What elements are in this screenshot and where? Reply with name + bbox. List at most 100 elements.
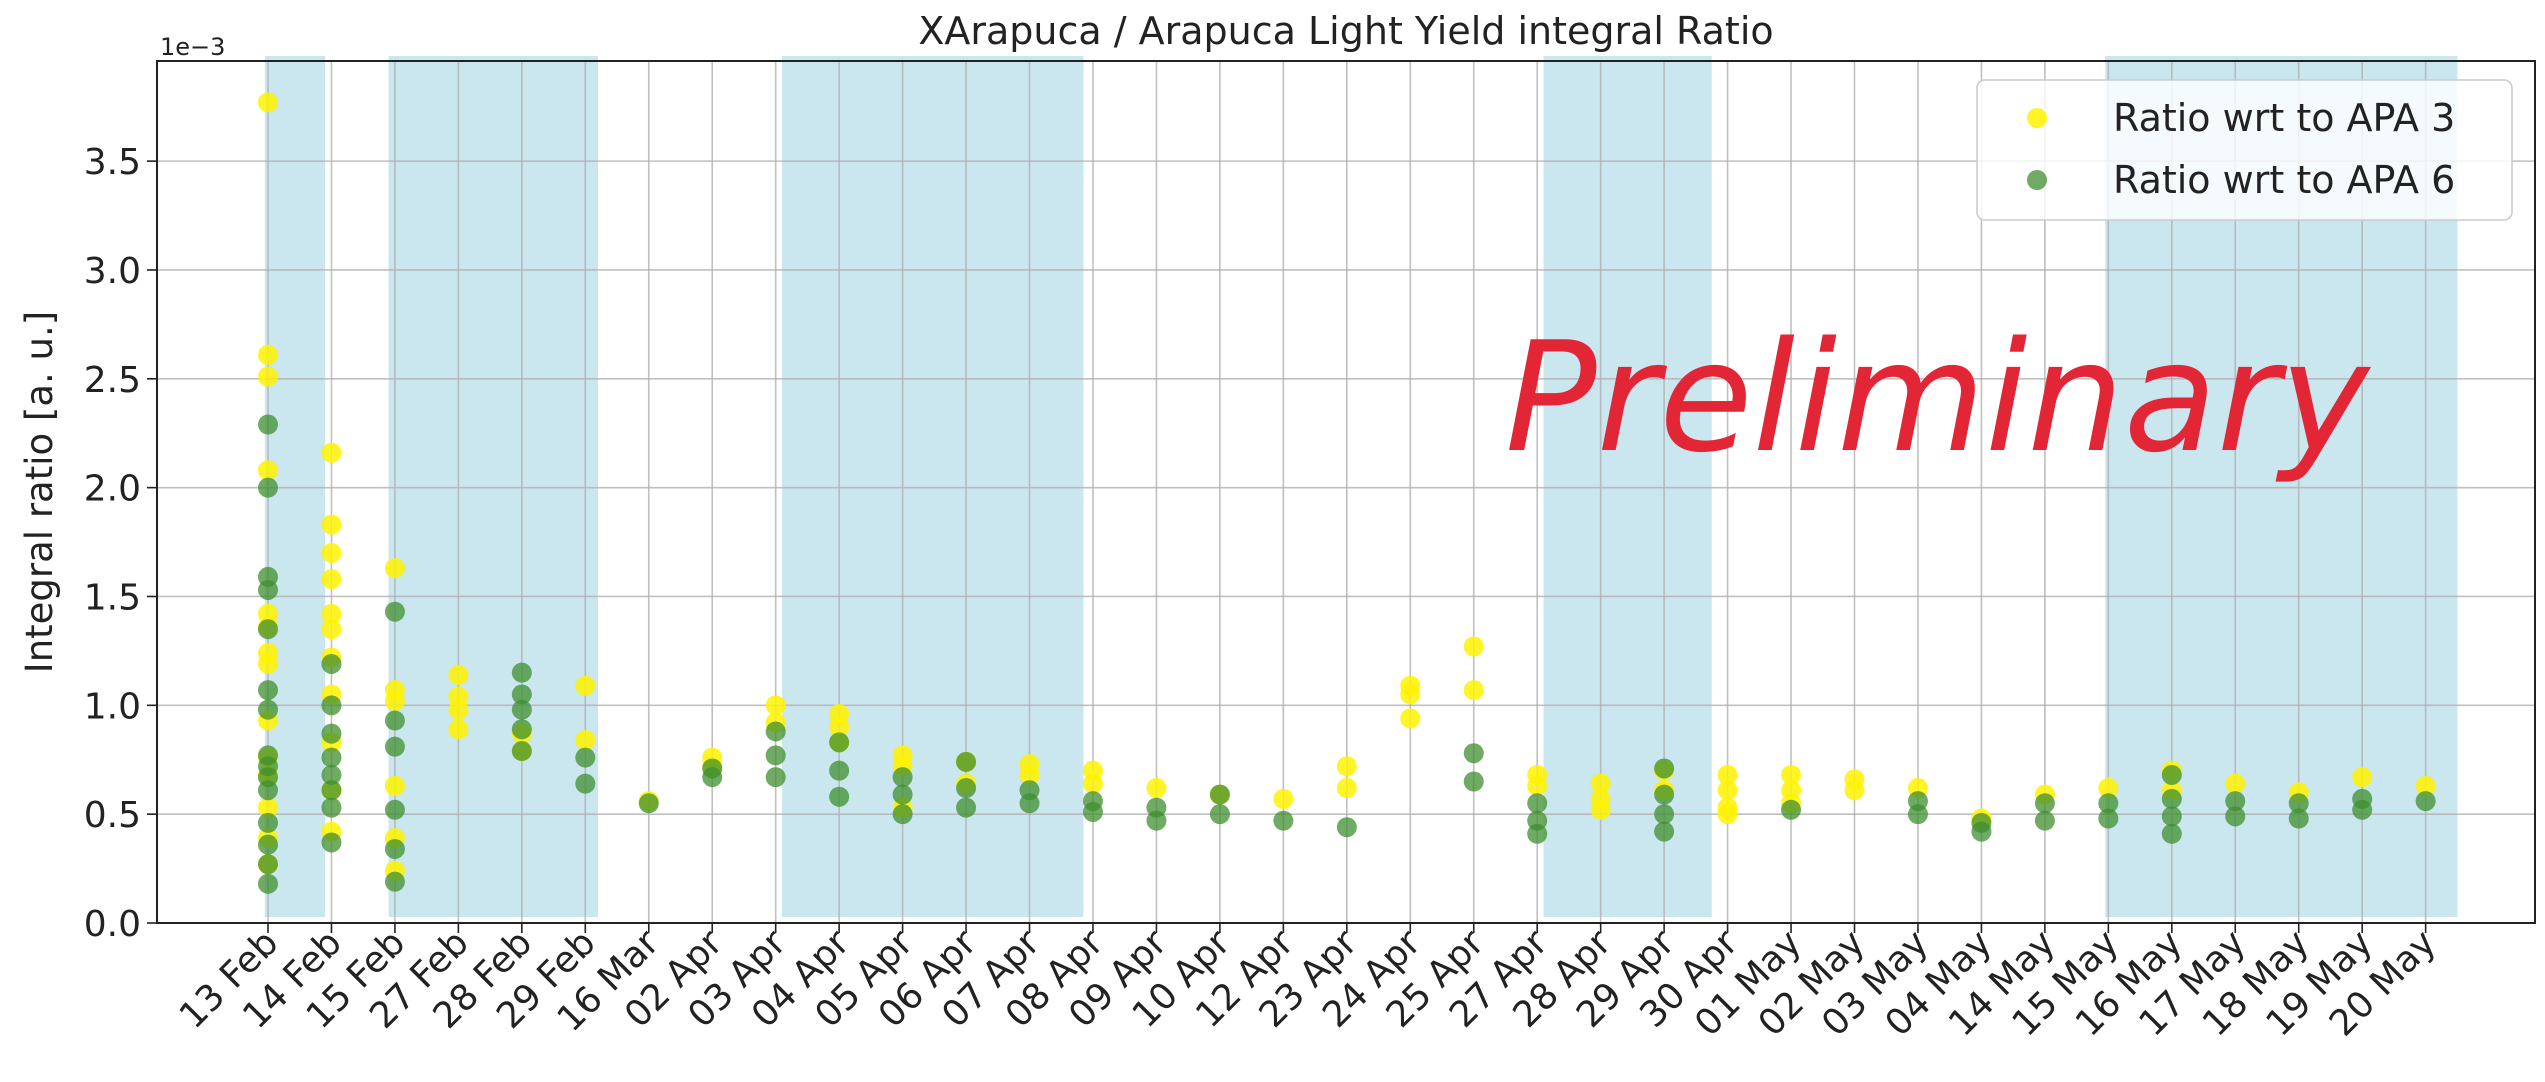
data-point bbox=[702, 767, 723, 788]
data-point bbox=[1781, 764, 1802, 785]
data-point bbox=[1336, 817, 1357, 838]
data-point bbox=[258, 653, 278, 674]
data-point bbox=[1844, 780, 1865, 801]
data-point bbox=[2288, 808, 2309, 829]
data-point bbox=[2288, 793, 2309, 814]
legend-label: Ratio wrt to APA 3 bbox=[2113, 96, 2455, 140]
data-point bbox=[1971, 821, 1992, 842]
data-point bbox=[1463, 636, 1484, 657]
data-point bbox=[258, 460, 278, 481]
data-point bbox=[829, 760, 850, 781]
data-point bbox=[2161, 823, 2182, 844]
data-point bbox=[258, 619, 278, 640]
data-point bbox=[511, 699, 532, 720]
legend-marker bbox=[2027, 170, 2047, 190]
data-point bbox=[1400, 708, 1421, 729]
data-point bbox=[765, 721, 786, 742]
data-point bbox=[829, 732, 850, 753]
data-point bbox=[258, 366, 278, 387]
data-point bbox=[511, 741, 532, 762]
data-point bbox=[258, 797, 278, 818]
data-point bbox=[2034, 810, 2055, 831]
data-point bbox=[1717, 780, 1738, 801]
y-offset-label: 1e−3 bbox=[160, 33, 225, 61]
y-tick-label: 2.0 bbox=[84, 469, 141, 510]
data-point bbox=[258, 414, 278, 435]
data-point bbox=[1717, 764, 1738, 785]
data-point bbox=[1019, 793, 1040, 814]
data-point bbox=[1336, 778, 1357, 799]
data-point bbox=[1146, 810, 1167, 831]
data-point bbox=[892, 767, 913, 788]
data-point bbox=[638, 793, 659, 814]
data-point bbox=[321, 797, 342, 818]
data-point bbox=[1654, 821, 1675, 842]
y-tick-label: 3.5 bbox=[84, 142, 141, 183]
data-point bbox=[829, 717, 850, 738]
data-point bbox=[384, 799, 405, 820]
data-point bbox=[1336, 756, 1357, 777]
data-point bbox=[1654, 804, 1675, 825]
data-point bbox=[1590, 773, 1611, 794]
data-point bbox=[2225, 773, 2246, 794]
data-point bbox=[321, 832, 342, 853]
data-point bbox=[321, 542, 342, 563]
data-point bbox=[1146, 778, 1167, 799]
data-point bbox=[1273, 788, 1294, 809]
data-point bbox=[2225, 806, 2246, 827]
data-point bbox=[321, 780, 342, 801]
data-point bbox=[511, 662, 532, 683]
data-point bbox=[2352, 799, 2373, 820]
data-point bbox=[1209, 804, 1230, 825]
legend-label: Ratio wrt to APA 6 bbox=[2113, 158, 2455, 202]
y-axis-label: Integral ratio [a. u.] bbox=[18, 311, 61, 673]
data-point bbox=[258, 680, 278, 701]
data-point bbox=[1400, 684, 1421, 705]
data-point bbox=[829, 786, 850, 807]
data-point bbox=[765, 745, 786, 766]
data-point bbox=[2415, 791, 2436, 812]
data-point bbox=[892, 784, 913, 805]
data-point bbox=[258, 344, 278, 365]
data-point bbox=[2415, 775, 2436, 796]
data-point bbox=[1654, 784, 1675, 805]
data-point bbox=[321, 569, 342, 590]
data-point bbox=[1654, 758, 1675, 779]
data-point bbox=[1019, 764, 1040, 785]
data-point bbox=[1463, 771, 1484, 792]
data-point bbox=[448, 719, 469, 740]
shaded-period bbox=[1543, 56, 1712, 917]
data-point bbox=[384, 690, 405, 711]
legend-box bbox=[1976, 79, 2513, 221]
data-point bbox=[321, 695, 342, 716]
data-point bbox=[258, 92, 278, 113]
data-point bbox=[384, 871, 405, 892]
data-point bbox=[575, 675, 596, 696]
data-point bbox=[321, 442, 342, 463]
y-tick-label: 0.5 bbox=[84, 795, 141, 836]
data-point bbox=[2352, 767, 2373, 788]
data-point bbox=[384, 775, 405, 796]
data-point bbox=[1781, 799, 1802, 820]
chart-title: XArapuca / Arapuca Light Yield integral … bbox=[918, 9, 1773, 53]
data-point bbox=[1590, 799, 1611, 820]
data-point bbox=[2225, 791, 2246, 812]
data-point bbox=[575, 747, 596, 768]
data-point bbox=[2034, 793, 2055, 814]
data-point bbox=[765, 767, 786, 788]
data-point bbox=[258, 579, 278, 600]
data-point bbox=[511, 719, 532, 740]
legend-marker bbox=[2027, 108, 2047, 128]
data-point bbox=[1463, 680, 1484, 701]
data-point bbox=[1463, 743, 1484, 764]
data-point bbox=[258, 812, 278, 833]
data-point bbox=[1273, 810, 1294, 831]
data-point bbox=[575, 730, 596, 751]
data-point bbox=[1907, 804, 1928, 825]
data-point bbox=[2161, 806, 2182, 827]
data-point bbox=[2161, 788, 2182, 809]
data-point bbox=[321, 619, 342, 640]
data-point bbox=[258, 699, 278, 720]
